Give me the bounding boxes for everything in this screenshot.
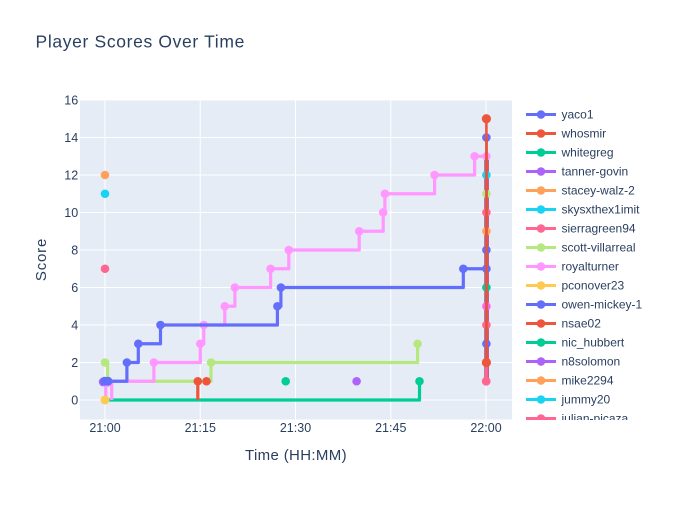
svg-text:Player Scores Over Time: Player Scores Over Time [36, 32, 245, 52]
svg-text:6: 6 [71, 281, 78, 295]
svg-text:4: 4 [71, 319, 78, 333]
svg-text:jummy20: jummy20 [561, 393, 611, 407]
svg-text:sierragreen94: sierragreen94 [562, 222, 636, 236]
svg-text:whosmir: whosmir [561, 127, 607, 141]
svg-text:Score: Score [33, 238, 50, 281]
svg-text:owen-mickey-1: owen-mickey-1 [562, 298, 643, 312]
svg-text:0: 0 [71, 394, 78, 408]
svg-text:2: 2 [71, 356, 78, 370]
svg-text:mike2294: mike2294 [562, 374, 614, 388]
svg-text:21:30: 21:30 [280, 421, 311, 435]
svg-text:royalturner: royalturner [562, 260, 619, 274]
svg-text:21:00: 21:00 [89, 421, 120, 435]
svg-text:14: 14 [64, 131, 78, 145]
svg-text:nsae02: nsae02 [562, 317, 602, 331]
svg-text:16: 16 [64, 94, 78, 108]
svg-text:21:45: 21:45 [375, 421, 406, 435]
svg-text:21:15: 21:15 [185, 421, 216, 435]
svg-text:julian-picaza: julian-picaza [561, 412, 629, 426]
svg-text:tanner-govin: tanner-govin [562, 165, 629, 179]
svg-text:10: 10 [64, 206, 78, 220]
svg-text:pconover23: pconover23 [562, 279, 625, 293]
svg-text:whitegreg: whitegreg [561, 146, 614, 160]
svg-text:12: 12 [64, 169, 78, 183]
svg-text:n8solomon: n8solomon [562, 355, 621, 369]
svg-text:scott-villarreal: scott-villarreal [562, 241, 636, 255]
svg-text:yaco1: yaco1 [562, 108, 594, 122]
svg-text:8: 8 [71, 244, 78, 258]
svg-text:22:00: 22:00 [470, 421, 501, 435]
svg-text:stacey-walz-2: stacey-walz-2 [562, 184, 636, 198]
svg-text:nic_hubbert: nic_hubbert [562, 336, 625, 350]
svg-text:skysxthex1imit: skysxthex1imit [562, 203, 641, 217]
svg-text:Time (HH:MM): Time (HH:MM) [245, 447, 347, 464]
